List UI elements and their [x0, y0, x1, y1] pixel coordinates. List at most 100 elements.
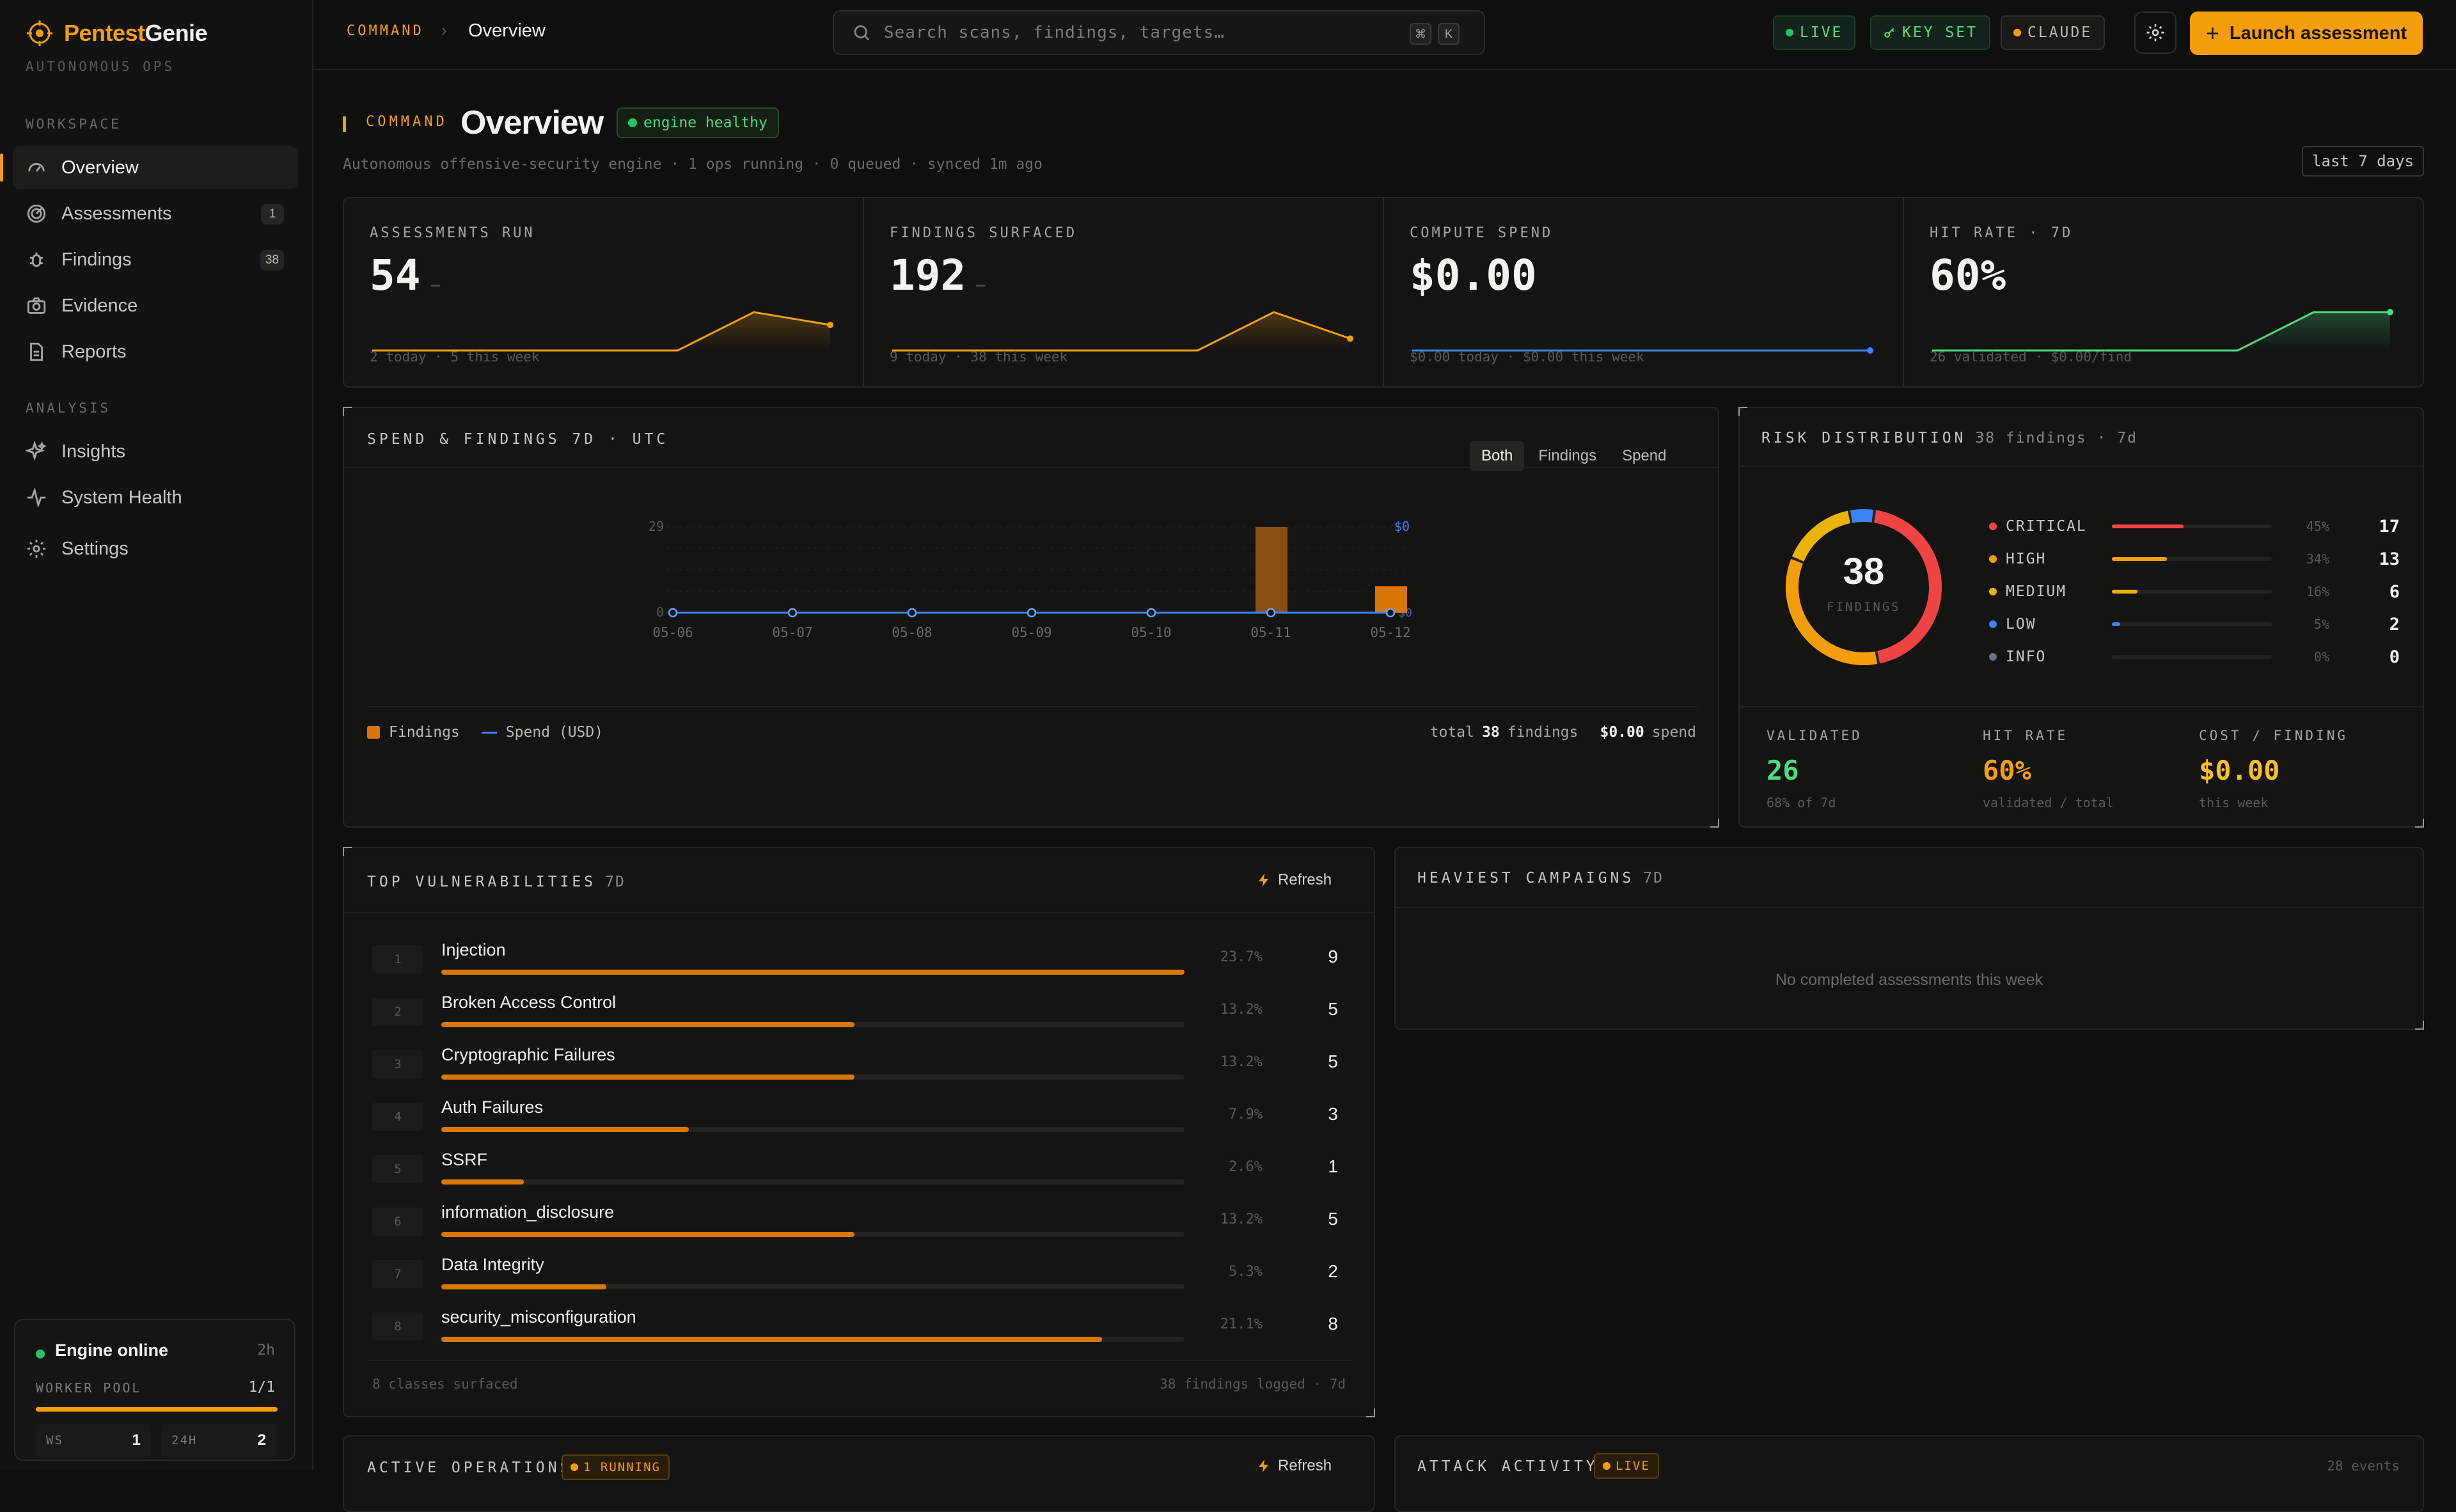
analysis-label: ANALYSIS	[26, 400, 111, 416]
vuln-bar-fill	[441, 1284, 606, 1289]
sparkline-endpoint	[1347, 335, 1353, 342]
vuln-bar-fill	[441, 1232, 855, 1237]
vuln-pct: 13.2%	[1220, 1054, 1263, 1070]
sparkline-line	[372, 311, 831, 352]
vuln-bar	[441, 1337, 1185, 1342]
vuln-row[interactable]: 6 information_disclosure 13.2% 5	[372, 1195, 1338, 1247]
kpi-findings-surfaced[interactable]: FINDINGS SURFACED 192— 9 today · 38 this…	[864, 198, 1384, 386]
severity-bar-fill	[2112, 557, 2167, 561]
hit-rate-stat: HIT RATE 60% validated / total	[1983, 728, 2114, 810]
sparkline-line	[892, 311, 1351, 352]
running-dot	[571, 1463, 578, 1471]
sidebar-item-system-health[interactable]: System Health	[13, 476, 298, 519]
x-tick-label: 05-07	[772, 625, 812, 640]
risk-row-medium[interactable]: MEDIUM 16% 6	[1989, 581, 2400, 602]
risk-row-info[interactable]: INFO 0% 0	[1989, 646, 2400, 668]
worker-pool-fill	[36, 1407, 278, 1412]
vuln-bar	[441, 1127, 1185, 1132]
sidebar-item-evidence[interactable]: Evidence	[13, 284, 298, 327]
divider	[367, 706, 1697, 707]
sidebar-item-settings[interactable]: Settings	[13, 527, 298, 571]
divider	[367, 1360, 1352, 1361]
sparkline	[1412, 347, 1873, 354]
risk-donut-chart	[1786, 509, 1942, 665]
vuln-row[interactable]: 5 SSRF 2.6% 1	[372, 1142, 1338, 1195]
brand[interactable]: PentestGenie	[26, 19, 208, 47]
tab-findings[interactable]: Findings	[1538, 447, 1597, 464]
kpi-compute-spend[interactable]: COMPUTE SPEND $0.00 $0.00 today · $0.00 …	[1384, 198, 1904, 386]
spend-findings-panel: SPEND & FINDINGS 7D · UTC Both Findings …	[343, 407, 1719, 828]
refresh-label: Refresh	[1278, 871, 1332, 888]
vuln-rank: 5	[372, 1155, 423, 1183]
vuln-rank: 7	[372, 1260, 423, 1288]
vuln-pct: 21.1%	[1220, 1316, 1263, 1332]
settings-button[interactable]	[2134, 12, 2177, 54]
model-pill[interactable]: CLAUDE	[2001, 15, 2106, 50]
refresh-button[interactable]: Refresh	[1256, 871, 1332, 889]
sidebar-item-insights[interactable]: Insights	[13, 430, 298, 473]
vuln-row[interactable]: 3 Cryptographic Failures 13.2% 5	[372, 1037, 1338, 1090]
event-count: 28 events	[2327, 1458, 2400, 1474]
sparkline-area	[372, 312, 830, 350]
sidebar-item-assessments[interactable]: Assessments 1	[13, 192, 298, 235]
worker-pool-label: WORKER POOL	[36, 1380, 142, 1396]
logged-footnote: 38 findings logged · 7d	[1160, 1376, 1346, 1392]
kpi-assessments-run[interactable]: ASSESSMENTS RUN 54— 2 today · 5 this wee…	[344, 198, 864, 386]
kpi-label: COMPUTE SPEND	[1410, 225, 1554, 241]
key-set-label: KEY SET	[1902, 24, 1978, 41]
corner-accent	[2415, 819, 2424, 828]
vuln-row[interactable]: 4 Auth Failures 7.9% 3	[372, 1090, 1338, 1142]
kbd-cmd: ⌘	[1410, 23, 1431, 45]
total-suffix: spend	[1651, 724, 1696, 741]
ws-label: WS	[46, 1433, 63, 1447]
tab-both[interactable]: Both	[1470, 441, 1525, 471]
severity-pct: 0%	[2313, 649, 2329, 665]
live-status-pill[interactable]: LIVE	[1773, 15, 1856, 50]
plus-icon: +	[2205, 20, 2219, 46]
sidebar-item-overview[interactable]: Overview	[0, 146, 298, 189]
sparkline-endpoint	[1867, 347, 1873, 354]
kpi-hit-rate[interactable]: HIT RATE · 7D 60% 26 validated · $0.00/f…	[1904, 198, 2423, 386]
vuln-bar-fill	[441, 1337, 1103, 1342]
vuln-bar	[441, 1232, 1185, 1237]
count-badge: 1	[261, 204, 284, 224]
stat-value: 26	[1767, 755, 1799, 786]
model-dot	[2013, 29, 2021, 36]
refresh-button[interactable]: Refresh	[1256, 1457, 1332, 1475]
corner-accent	[1366, 1408, 1375, 1417]
time-range-select[interactable]: last 7 days	[2302, 146, 2424, 177]
vuln-row[interactable]: 1 Injection 23.7% 9	[372, 933, 1338, 985]
vuln-bar	[441, 1075, 1185, 1080]
donut-slice-high	[1786, 509, 1942, 665]
kpi-label: FINDINGS SURFACED	[890, 225, 1078, 241]
sidebar-item-reports[interactable]: Reports	[13, 330, 298, 374]
vuln-row[interactable]: 2 Broken Access Control 13.2% 5	[372, 985, 1338, 1037]
donut-total: 38	[1843, 551, 1885, 592]
severity-dot	[1989, 653, 1997, 661]
risk-row-high[interactable]: HIGH 34% 13	[1989, 548, 2400, 570]
divider	[1396, 907, 2423, 908]
x-tick-label: 05-06	[652, 625, 693, 640]
corner-accent	[1738, 407, 1747, 416]
vuln-row[interactable]: 8 security_misconfiguration 21.1% 8	[372, 1300, 1338, 1352]
vuln-name: SSRF	[441, 1150, 488, 1169]
vuln-row[interactable]: 7 Data Integrity 5.3% 2	[372, 1247, 1338, 1300]
engine-title: Engine online	[55, 1341, 169, 1360]
tab-spend[interactable]: Spend	[1622, 447, 1667, 464]
panel-title: SPEND & FINDINGS 7D · UTC	[367, 431, 669, 448]
risk-row-critical[interactable]: CRITICAL 45% 17	[1989, 516, 2400, 537]
risk-row-low[interactable]: LOW 5% 2	[1989, 613, 2400, 635]
sidebar-item-findings[interactable]: Findings 38	[13, 238, 298, 281]
chart-mode-toggle: Both Findings Spend	[1470, 441, 1678, 471]
breadcrumb-root[interactable]: COMMAND	[347, 23, 424, 39]
stat-label: COST / FINDING	[2199, 728, 2349, 743]
search-input[interactable]: Search scans, findings, targets… ⌘ K	[833, 10, 1485, 55]
live-label: LIVE	[1800, 24, 1843, 41]
live-dot	[1786, 29, 1793, 36]
stat-sub: this week	[2199, 795, 2269, 810]
gear-icon	[2146, 24, 2164, 42]
launch-assessment-button[interactable]: + Launch assessment	[2190, 12, 2423, 55]
vuln-name: Broken Access Control	[441, 993, 617, 1012]
key-set-pill[interactable]: KEY SET	[1870, 15, 1990, 50]
total-spend: $0.00	[1600, 724, 1644, 741]
